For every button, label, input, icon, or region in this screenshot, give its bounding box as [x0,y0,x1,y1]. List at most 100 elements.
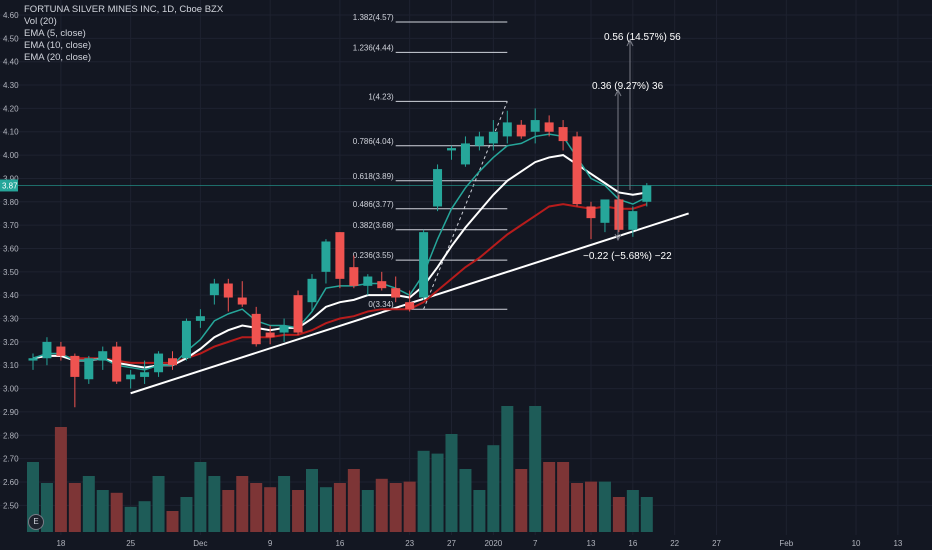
legend-ema5[interactable]: EMA (5, close) [24,28,86,39]
candle-body [572,136,582,205]
volume-bar [445,434,458,532]
ema20-line [32,203,648,364]
price-tick: 4.40 [3,58,19,67]
price-tick: 3.80 [3,198,19,207]
candle-body [335,232,345,279]
earnings-marker-icon[interactable]: E [28,514,44,530]
volume-bar [278,476,291,532]
time-tick: 25 [126,539,135,548]
candle-body [209,283,219,296]
volume-bar [40,483,53,532]
volume-bar [375,478,388,532]
price-tick: 3.20 [3,338,19,347]
candle-body [391,288,401,298]
candle-body [377,281,387,289]
volume-bar [459,469,472,532]
candle-body [600,199,610,223]
fib-label: 0(3.34) [368,300,394,309]
volume-bar [487,445,500,532]
candle-body [488,131,498,144]
candle-body [251,313,261,345]
candle-body [28,358,38,361]
volume-bar [640,497,653,532]
volume-bar [571,483,584,532]
volume-bar [626,490,639,532]
candle-body [628,211,638,230]
price-tick: 3.30 [3,315,19,324]
price-axis: 4.60 4.50 4.40 4.30 4.20 4.10 4.00 3.90 3.80 3.70… [0,11,19,510]
volume-bar [138,501,151,532]
candle-body [433,169,443,207]
candle-body [42,341,52,359]
candle-body [140,372,150,377]
candle-body [419,232,429,298]
current-price-tag [0,179,18,192]
volume-bar [501,406,514,532]
candle-body [265,332,275,338]
time-tick: 13 [587,539,596,548]
candle-body [544,122,554,132]
candle-body [349,267,359,286]
price-tick: 4.60 [3,11,19,20]
time-tick: 18 [56,539,65,548]
candle-body [586,206,596,219]
volume-bar [208,476,221,532]
measure-badge-top: 0.56 (14.57%) 56 [604,32,681,43]
current-price-label: 3.87 [2,181,18,190]
price-tick: 2.90 [3,408,19,417]
time-tick: Feb [779,539,793,548]
volume-bar [152,476,165,532]
time-tick: 13 [893,539,902,548]
fib-label: 1(4.23) [368,92,394,101]
time-tick: 16 [335,539,344,548]
fib-label: 0.236(3.55) [353,251,394,260]
candle-body [70,355,80,377]
legend-ema20[interactable]: EMA (20, close) [24,52,92,63]
price-tick: 3.50 [3,268,19,277]
price-tick: 3.00 [3,385,19,394]
candle-body [237,297,247,305]
arrow-head [614,88,622,97]
candle-body [98,351,108,361]
fib-label: 0.382(3.68) [353,221,394,230]
volume-bar [194,462,207,532]
price-tick: 2.60 [3,478,19,487]
price-tick: 3.40 [3,291,19,300]
price-tick: 2.80 [3,431,19,440]
price-tick: 2.70 [3,455,19,464]
time-tick: 16 [628,539,637,548]
fib-label: 0.486(3.77) [353,200,394,209]
candle-body [279,325,289,333]
candle-body [223,283,233,298]
time-tick: 7 [533,539,538,548]
price-tick: 4.10 [3,128,19,137]
volume-bar [557,462,570,532]
volume-bar [543,462,556,532]
measure-tool [614,38,634,242]
volume-bar [264,487,277,532]
price-tick: 4.50 [3,34,19,43]
price-tick: 3.90 [3,174,19,183]
time-tick: 23 [405,539,414,548]
price-tick: 2.50 [3,501,19,510]
legend-ema10[interactable]: EMA (10, close) [24,40,92,51]
time-tick: 27 [712,539,721,548]
time-axis: 1825Dec91623272020713162227Feb101319 [56,539,902,548]
price-tick: 3.70 [3,221,19,230]
fib-label: 1.236(4.44) [353,43,394,52]
volume-bar [612,497,625,532]
time-tick: 27 [447,539,456,548]
volume-bar [473,490,486,532]
volume-bar [68,483,81,532]
measure-badge-low: −0.22 (−5.68%) −22 [583,251,672,262]
time-tick: Dec [193,539,207,548]
candle-body [195,316,205,321]
volume-bar [403,481,416,532]
candle-body [642,185,652,202]
volume-bar [82,476,95,532]
candle-body [154,353,164,373]
volume-bar [361,490,374,532]
legend-volume[interactable]: Vol (20) [24,16,57,27]
arrow-head [626,38,634,47]
